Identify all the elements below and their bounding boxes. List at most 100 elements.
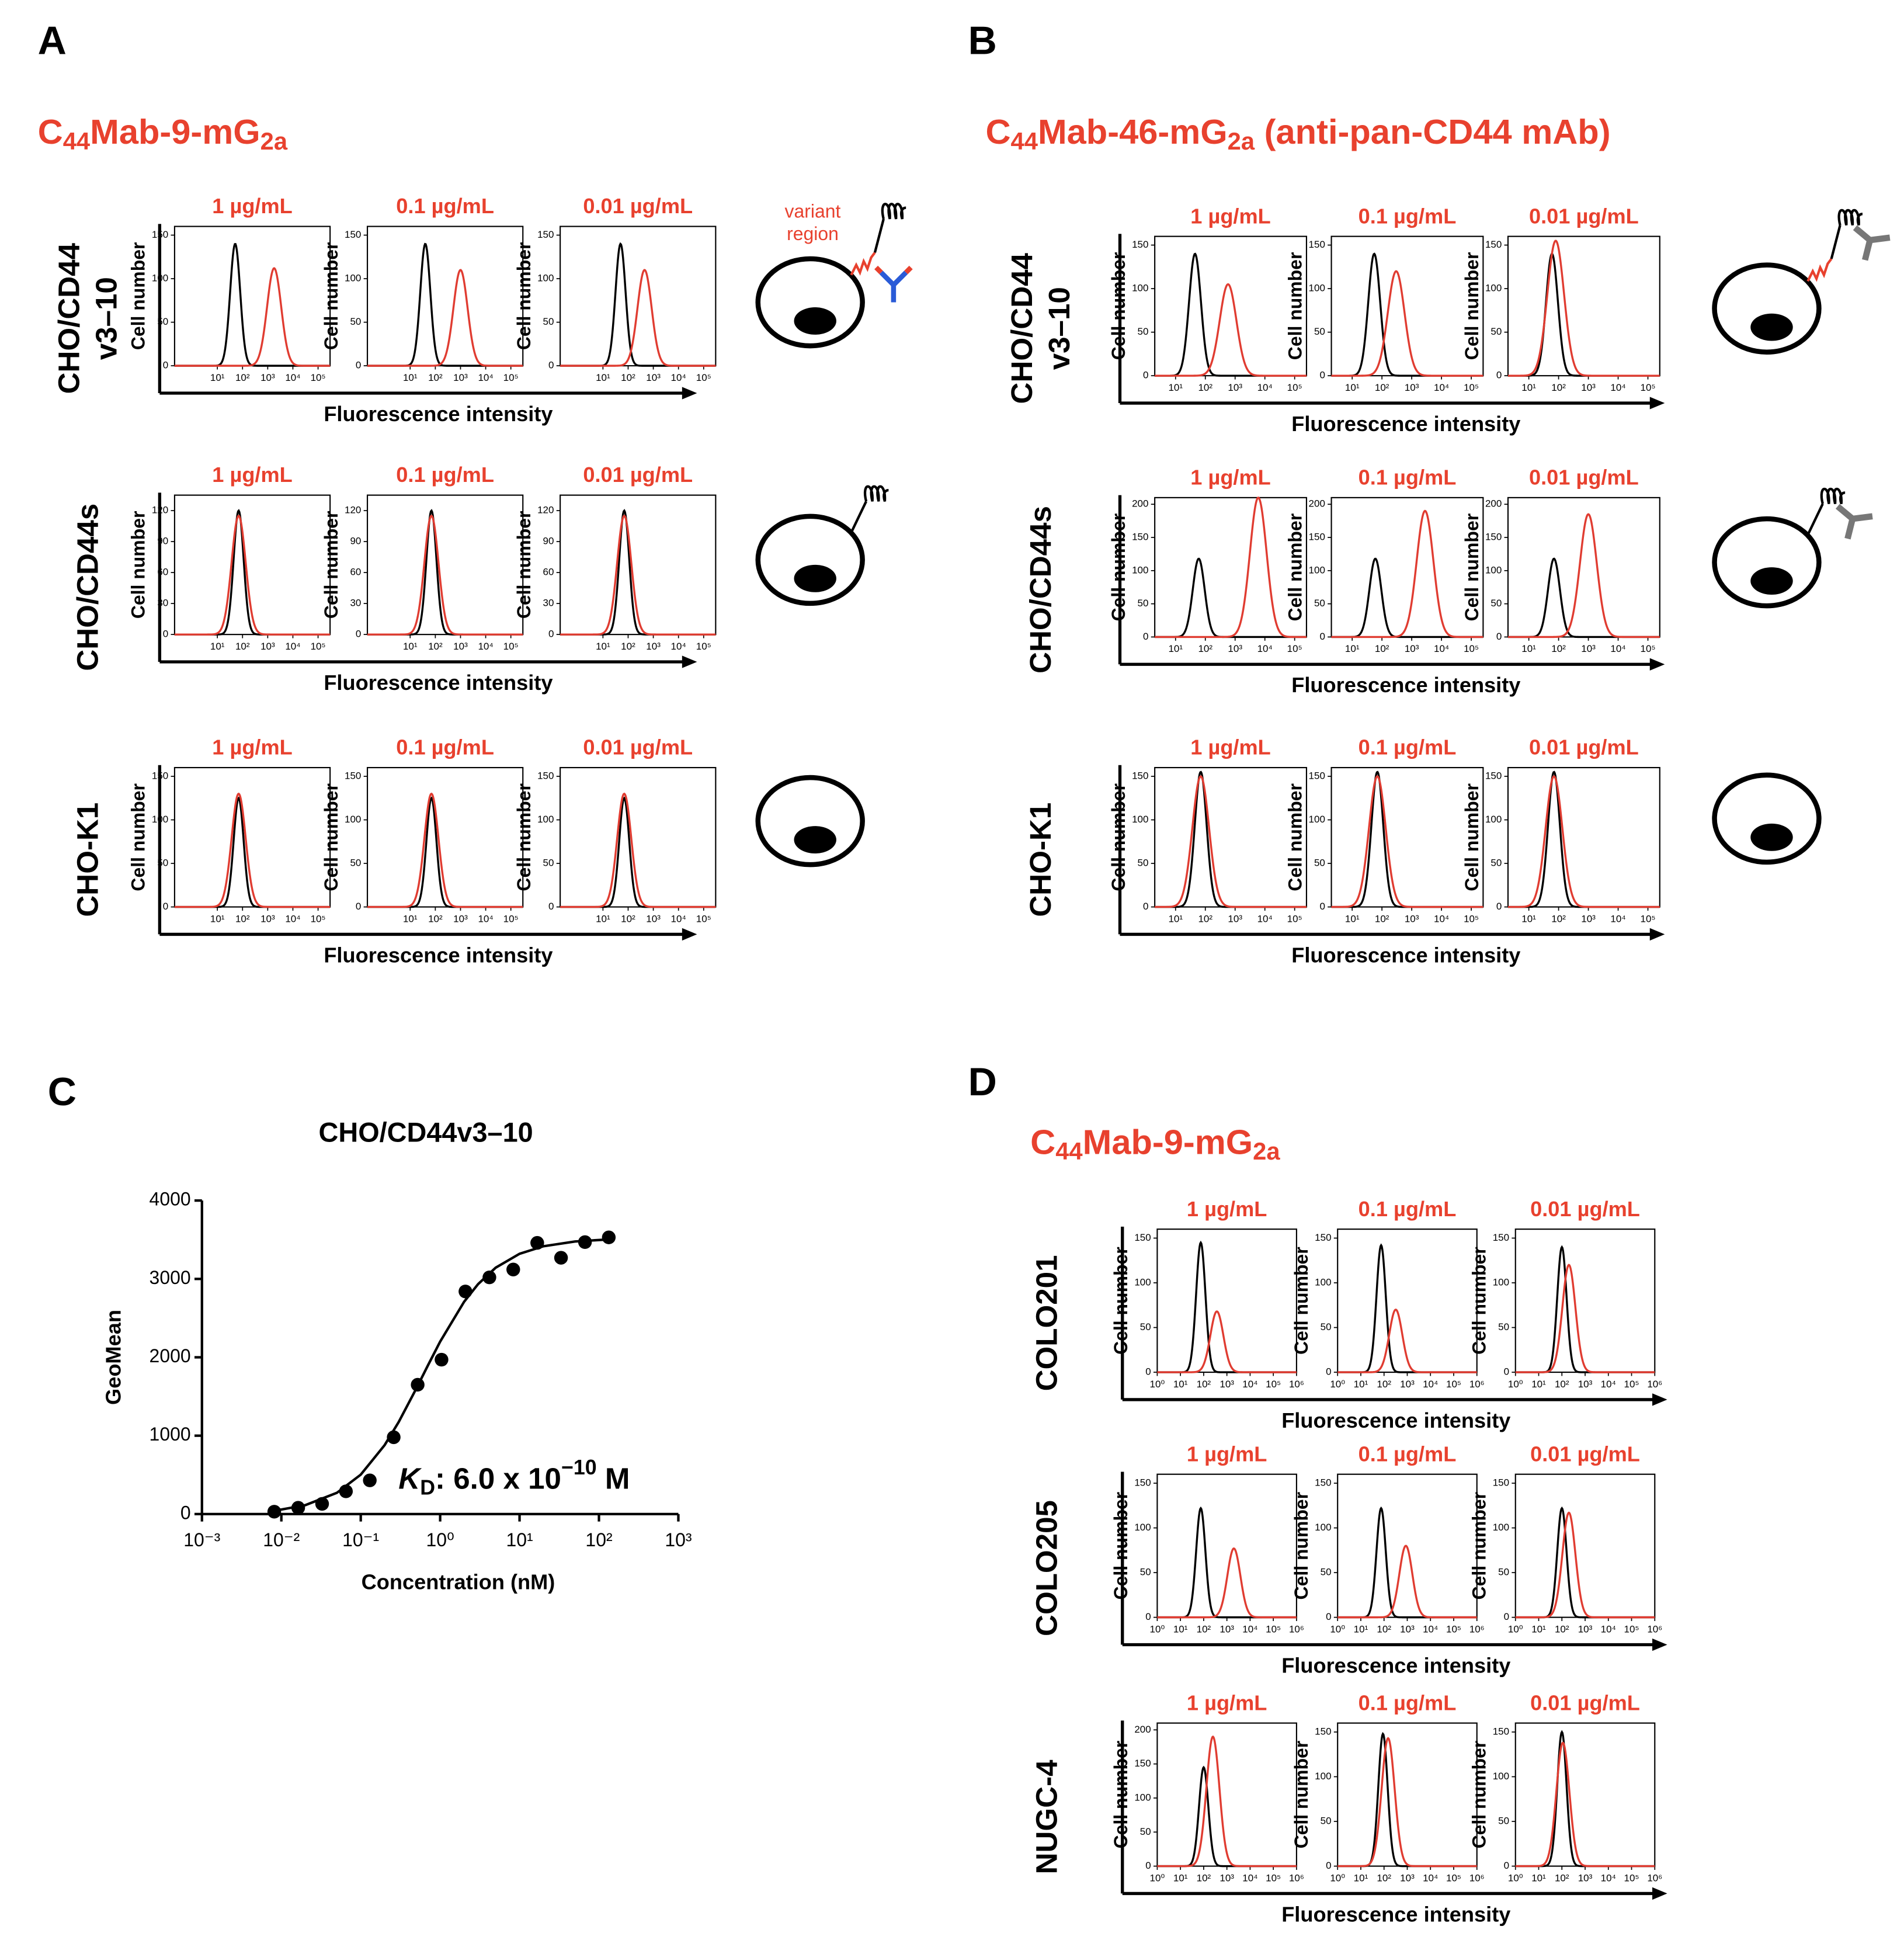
panel-title: C44Mab-9-mG2a: [1030, 1122, 1280, 1165]
x-tick-label: 10⁵: [311, 913, 326, 924]
x-tick-label: 10⁴: [671, 372, 686, 383]
axis-arrow: [1652, 1887, 1667, 1900]
x-tick-label: 10²: [235, 913, 250, 924]
x-tick-label: 10⁵: [311, 372, 326, 383]
axis-arrow: [1652, 1393, 1667, 1406]
cd44-domain: [881, 203, 906, 220]
histogram-curve: [1155, 775, 1307, 908]
cell-membrane: [1712, 772, 1822, 865]
x-tick-label: 10⁰: [1330, 1872, 1345, 1883]
panel-letter: A: [38, 19, 67, 63]
y-tick-label: 0: [1496, 370, 1502, 381]
x-tick-label: 10⁻³: [183, 1529, 220, 1550]
x-tick-label: 10³: [646, 372, 661, 383]
variant-label: variant: [785, 201, 841, 222]
antibody: [1853, 225, 1872, 243]
x-tick-label: 10¹: [1531, 1379, 1546, 1390]
y-tick-label: 0: [1496, 631, 1502, 642]
x-tick-label: 10¹: [210, 372, 225, 383]
plot-frame: [173, 766, 331, 908]
y-tick-label: 50: [543, 316, 554, 327]
x-tick-label: 10⁴: [671, 641, 686, 652]
x-tick-label: 10¹: [596, 913, 610, 924]
x-tick-label: 10⁴: [1257, 382, 1273, 393]
y-tick-label: 100: [537, 273, 554, 284]
histogram-curve: [367, 269, 523, 367]
y-tick-label: 150: [1315, 1232, 1331, 1243]
y-tick-label: 0: [1143, 370, 1148, 381]
histogram-curve: [1337, 1545, 1477, 1619]
x-tick-label: 10⁴: [1601, 1623, 1616, 1634]
antibody: [1852, 513, 1873, 522]
y-tick-label: 100: [1485, 283, 1502, 294]
concentration-label: 0.01 µg/mL: [1530, 1691, 1640, 1715]
x-tick-label: 10⁵: [1464, 913, 1479, 924]
y-tick-label: 0: [1496, 901, 1502, 912]
y-tick-label: 100: [1315, 1771, 1331, 1782]
x-tick-label: 10⁶: [1469, 1623, 1485, 1634]
x-tick-label: 10²: [235, 372, 250, 383]
y-axis-label: Cell number: [1108, 513, 1129, 622]
y-tick-label: 150: [1309, 532, 1325, 543]
x-tick-label: 10⁶: [1647, 1872, 1662, 1883]
y-axis-label: GeoMean: [101, 1310, 125, 1405]
y-tick-label: 100: [1134, 1277, 1151, 1288]
cell-nucleus: [1750, 313, 1793, 341]
y-axis-label: Cell number: [321, 783, 342, 891]
x-tick-label: 10¹: [210, 641, 225, 652]
x-tick-label: 10⁵: [1446, 1379, 1461, 1390]
x-tick-label: 10⁴: [1434, 913, 1449, 924]
y-axis-label: Cell number: [1284, 783, 1305, 891]
concentration-label: 0.1 µg/mL: [1358, 735, 1457, 759]
y-tick-label: 100: [152, 814, 168, 825]
x-axis-label: Fluorescence intensity: [324, 402, 553, 426]
antibody: [1835, 504, 1855, 522]
x-tick-label: 10²: [1551, 643, 1566, 654]
histogram-curve: [1155, 283, 1307, 377]
y-tick-label: 0: [1504, 1860, 1509, 1871]
y-tick-label: 2000: [150, 1345, 191, 1366]
kd-annotation: KD: 6.0 x 10−10 M: [398, 1456, 630, 1500]
axis-arrow: [1649, 928, 1665, 941]
y-axis-label: Cell number: [513, 242, 534, 350]
x-tick-label: 10⁵: [1624, 1872, 1639, 1883]
cell-line-label: CHO/CD44s: [71, 504, 105, 671]
y-tick-label: 0: [1145, 1611, 1151, 1622]
y-tick-label: 0: [1145, 1366, 1151, 1377]
title-text: C: [986, 112, 1011, 151]
concentration-label: 0.1 µg/mL: [1358, 204, 1457, 228]
x-tick-label: 10¹: [403, 913, 418, 924]
antibody: [1870, 234, 1891, 244]
x-tick-label: 10³: [1578, 1379, 1593, 1390]
y-tick-label: 150: [1315, 1477, 1331, 1488]
title-subscript: 44: [63, 127, 90, 155]
y-tick-label: 150: [345, 770, 361, 781]
y-tick-label: 0: [356, 901, 361, 912]
y-tick-label: 50: [350, 858, 361, 869]
x-tick-label: 10³: [260, 641, 275, 652]
x-tick-label: 10²: [1555, 1872, 1569, 1883]
y-tick-label: 200: [1485, 498, 1502, 509]
x-tick-label: 10¹: [1354, 1379, 1368, 1390]
x-tick-label: 10⁶: [1469, 1872, 1485, 1883]
x-tick-label: 10⁴: [1242, 1872, 1257, 1883]
x-tick-label: 10²: [428, 913, 443, 924]
y-tick-label: 90: [350, 536, 361, 547]
x-tick-label: 10²: [621, 372, 635, 383]
y-tick-label: 0: [548, 629, 554, 640]
y-tick-label: 0: [1326, 1366, 1331, 1377]
x-tick-label: 10¹: [1354, 1872, 1368, 1883]
y-tick-label: 150: [1134, 1758, 1151, 1769]
x-tick-label: 10²: [1375, 643, 1389, 654]
y-tick-label: 50: [1140, 1321, 1151, 1332]
histogram-curve: [1507, 240, 1660, 377]
axis-arrow: [1652, 1638, 1667, 1651]
title-subscript: 2a: [1228, 127, 1255, 155]
y-tick-label: 100: [537, 814, 554, 825]
x-tick-label: 10⁴: [1423, 1379, 1438, 1390]
antibody: [879, 270, 895, 287]
y-tick-label: 100: [1493, 1277, 1509, 1288]
antibody: [1844, 518, 1856, 540]
variant-region: [1806, 258, 1833, 282]
y-tick-label: 100: [345, 273, 361, 284]
